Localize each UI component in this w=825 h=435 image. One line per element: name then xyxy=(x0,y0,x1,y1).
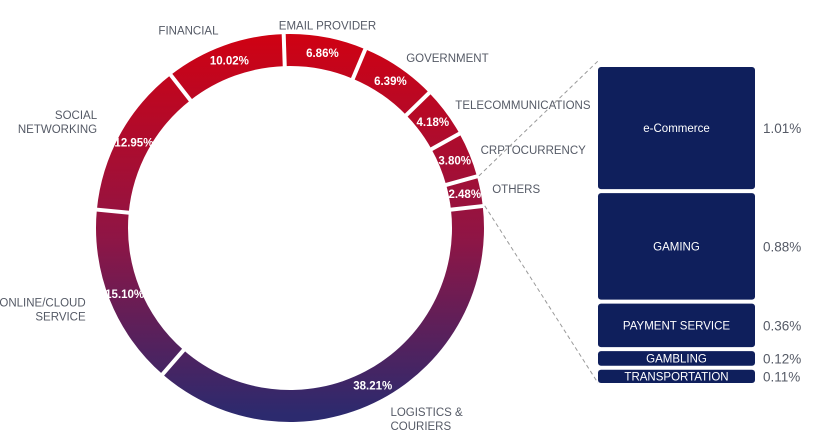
others-breakdown-panel: e-Commerce 1.01% GAMING 0.88% PAYMENT SERVIC… xyxy=(598,67,801,384)
slice-category-label: TELECOMMUNICATIONS xyxy=(455,100,591,112)
slice-value-label: 10.02% xyxy=(210,56,249,68)
slice-category-label: LOGISTICS & COURIERS xyxy=(390,407,463,433)
donut-slice-4 xyxy=(283,33,366,79)
slice-value-label: 6.86% xyxy=(306,48,339,60)
slice-category-label: OTHERS xyxy=(492,184,540,196)
breakdown-value-label: 0.36% xyxy=(763,318,801,333)
donut-slice-5 xyxy=(352,49,430,116)
donut-slice-6 xyxy=(406,92,460,150)
breakdown-category-label: TRANSPORTATION xyxy=(624,371,728,383)
connector-line-bottom xyxy=(484,205,599,384)
breakdown-connectors xyxy=(478,60,599,384)
slice-category-label: SOCIAL NETWORKING xyxy=(18,110,98,136)
slice-separator xyxy=(403,90,433,118)
breakdown-value-label: 0.11% xyxy=(763,369,800,384)
slice-category-label: ONLINE/CLOUD SERVICE xyxy=(0,298,86,324)
breakdown-bar-1 xyxy=(598,193,755,300)
breakdown-bar-2 xyxy=(598,303,755,348)
slice-separator xyxy=(448,203,485,212)
slice-value-label: 12.95% xyxy=(114,137,153,149)
breakdown-value-label: 0.12% xyxy=(763,351,801,366)
slice-category-label: EMAIL PROVIDER xyxy=(279,20,376,32)
slice-separator xyxy=(428,130,463,152)
breakdown-category-label: PAYMENT SERVICE xyxy=(623,320,730,332)
slice-separator xyxy=(350,46,368,82)
slice-value-label: 2.48% xyxy=(448,189,481,201)
slice-value-label: 15.10% xyxy=(105,289,144,301)
slice-value-label: 3.80% xyxy=(438,156,471,168)
slice-value-label: 6.39% xyxy=(374,76,407,88)
slice-separator xyxy=(443,173,480,188)
breakdown-category-label: GAMBLING xyxy=(646,353,707,365)
slice-value-label: 4.18% xyxy=(417,117,450,129)
breakdown-bar-0 xyxy=(598,67,755,190)
donut-slice-8 xyxy=(446,176,483,210)
donut-slice-1 xyxy=(96,209,184,375)
breakdown-category-label: e-Commerce xyxy=(643,123,709,135)
donut-slice-0 xyxy=(162,206,484,422)
donut-chart: 38.21% 15.10% 12.95% 10.02% 6.86% 6.39% 4.18% 3… xyxy=(0,20,591,433)
slice-category-label: GOVERNMENT xyxy=(406,53,488,65)
slice-separator xyxy=(281,32,287,69)
slice-separator xyxy=(167,72,194,104)
connector-line-top xyxy=(478,60,599,177)
breakdown-bar-4 xyxy=(598,369,755,383)
slice-value-label: 38.21% xyxy=(353,381,392,393)
donut-slice-2 xyxy=(96,75,191,213)
breakdown-value-label: 0.88% xyxy=(763,239,801,254)
slice-separator xyxy=(94,207,131,215)
breakdown-value-label: 1.01% xyxy=(763,121,801,136)
slice-category-label: FINANCIAL xyxy=(158,26,219,38)
breakdown-category-label: GAMING xyxy=(653,241,700,253)
slice-separator xyxy=(159,347,187,378)
donut-slice-3 xyxy=(170,34,285,101)
breakdown-bar-3 xyxy=(598,351,755,366)
donut-slice-7 xyxy=(431,133,478,185)
slice-category-label: CRPTOCURRENCY xyxy=(481,145,587,157)
